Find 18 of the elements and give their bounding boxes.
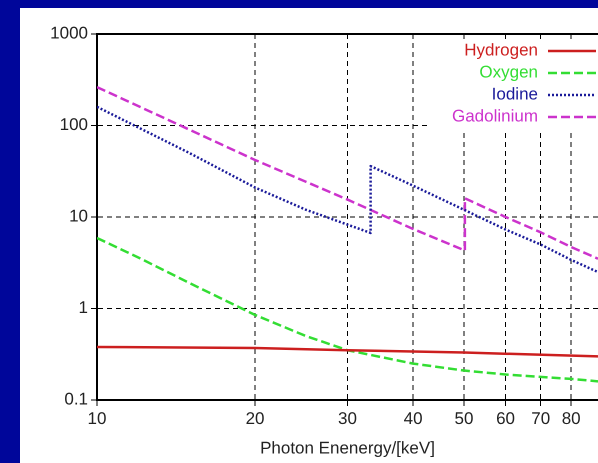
y-tick-label: 0.1 — [64, 390, 88, 409]
x-tick-label: 80 — [562, 408, 581, 428]
legend-label: Gadolinium — [452, 106, 538, 126]
x-tick-label: 40 — [404, 408, 423, 428]
x-tick-label: 70 — [531, 408, 550, 428]
y-tick-label: 1 — [78, 298, 88, 318]
y-tick-label: 100 — [60, 115, 88, 134]
y-tick-label: 1000 — [50, 24, 88, 43]
x-tick-label: 10 — [88, 408, 106, 428]
legend-label: Iodine — [492, 84, 538, 104]
x-tick-label: 20 — [246, 408, 265, 428]
x-tick-label: 30 — [338, 408, 357, 428]
x-axis-title: Photon Enenergy/[keV] — [260, 438, 435, 458]
x-tick-label: 60 — [496, 408, 516, 428]
legend-label: Hydrogen — [464, 40, 538, 60]
x-tick-label: 50 — [454, 408, 474, 428]
legend-label: Oxygen — [479, 62, 538, 82]
y-tick-label: 10 — [69, 206, 88, 226]
